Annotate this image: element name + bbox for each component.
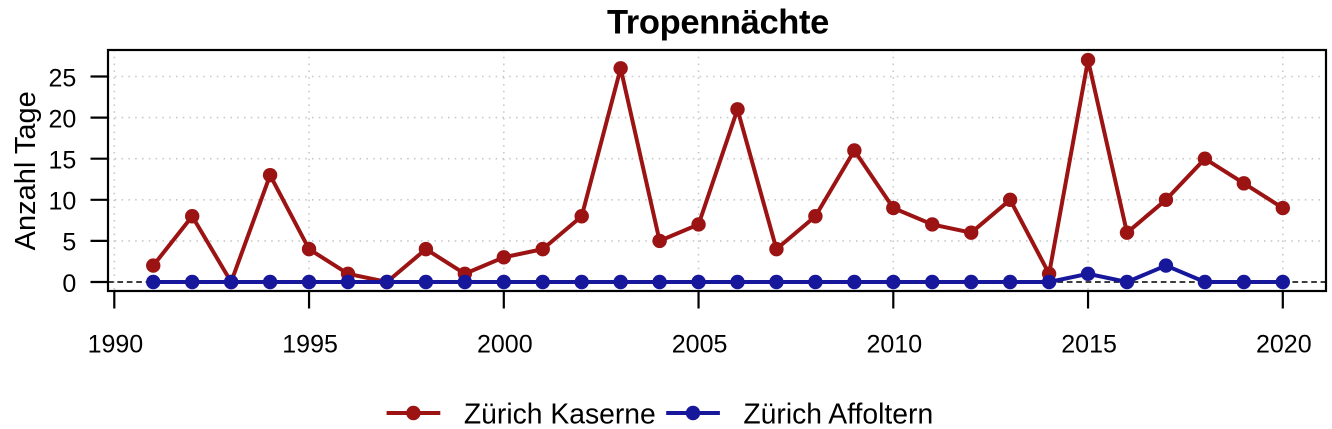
svg-text:20: 20	[48, 105, 76, 133]
svg-text:5: 5	[62, 229, 76, 257]
svg-text:Anzahl Tage: Anzahl Tage	[10, 91, 42, 250]
svg-text:Zürich Kaserne: Zürich Kaserne	[464, 397, 656, 429]
svg-text:2020: 2020	[1256, 331, 1312, 359]
svg-text:1990: 1990	[88, 331, 144, 359]
svg-text:0: 0	[62, 270, 76, 298]
svg-text:25: 25	[48, 64, 76, 92]
svg-text:2000: 2000	[477, 331, 533, 359]
svg-text:10: 10	[48, 188, 76, 216]
svg-text:2015: 2015	[1061, 331, 1117, 359]
svg-text:Zürich Affoltern: Zürich Affoltern	[743, 397, 933, 429]
svg-text:2005: 2005	[672, 331, 728, 359]
svg-text:1995: 1995	[282, 331, 338, 359]
svg-text:Tropennächte: Tropennächte	[607, 3, 829, 41]
svg-text:15: 15	[48, 147, 76, 175]
svg-text:2010: 2010	[866, 331, 922, 359]
